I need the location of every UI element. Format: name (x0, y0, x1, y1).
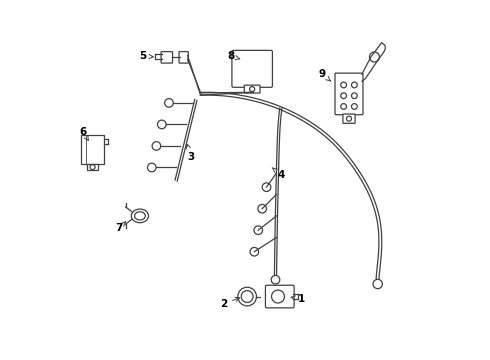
FancyBboxPatch shape (266, 285, 294, 308)
Bar (81, 135, 104, 164)
Text: 8: 8 (227, 51, 240, 61)
Text: 7: 7 (115, 222, 125, 233)
FancyBboxPatch shape (232, 50, 272, 87)
Text: 9: 9 (318, 69, 331, 81)
Text: 1: 1 (291, 294, 305, 304)
FancyBboxPatch shape (335, 73, 363, 115)
Text: 4: 4 (272, 168, 285, 180)
Text: 2: 2 (220, 297, 240, 309)
Text: 3: 3 (186, 144, 195, 162)
FancyBboxPatch shape (179, 51, 188, 63)
FancyBboxPatch shape (161, 51, 172, 63)
Text: 6: 6 (79, 127, 88, 140)
FancyBboxPatch shape (343, 114, 355, 123)
Bar (87, 164, 98, 170)
FancyBboxPatch shape (245, 85, 260, 93)
Text: 5: 5 (139, 51, 153, 61)
